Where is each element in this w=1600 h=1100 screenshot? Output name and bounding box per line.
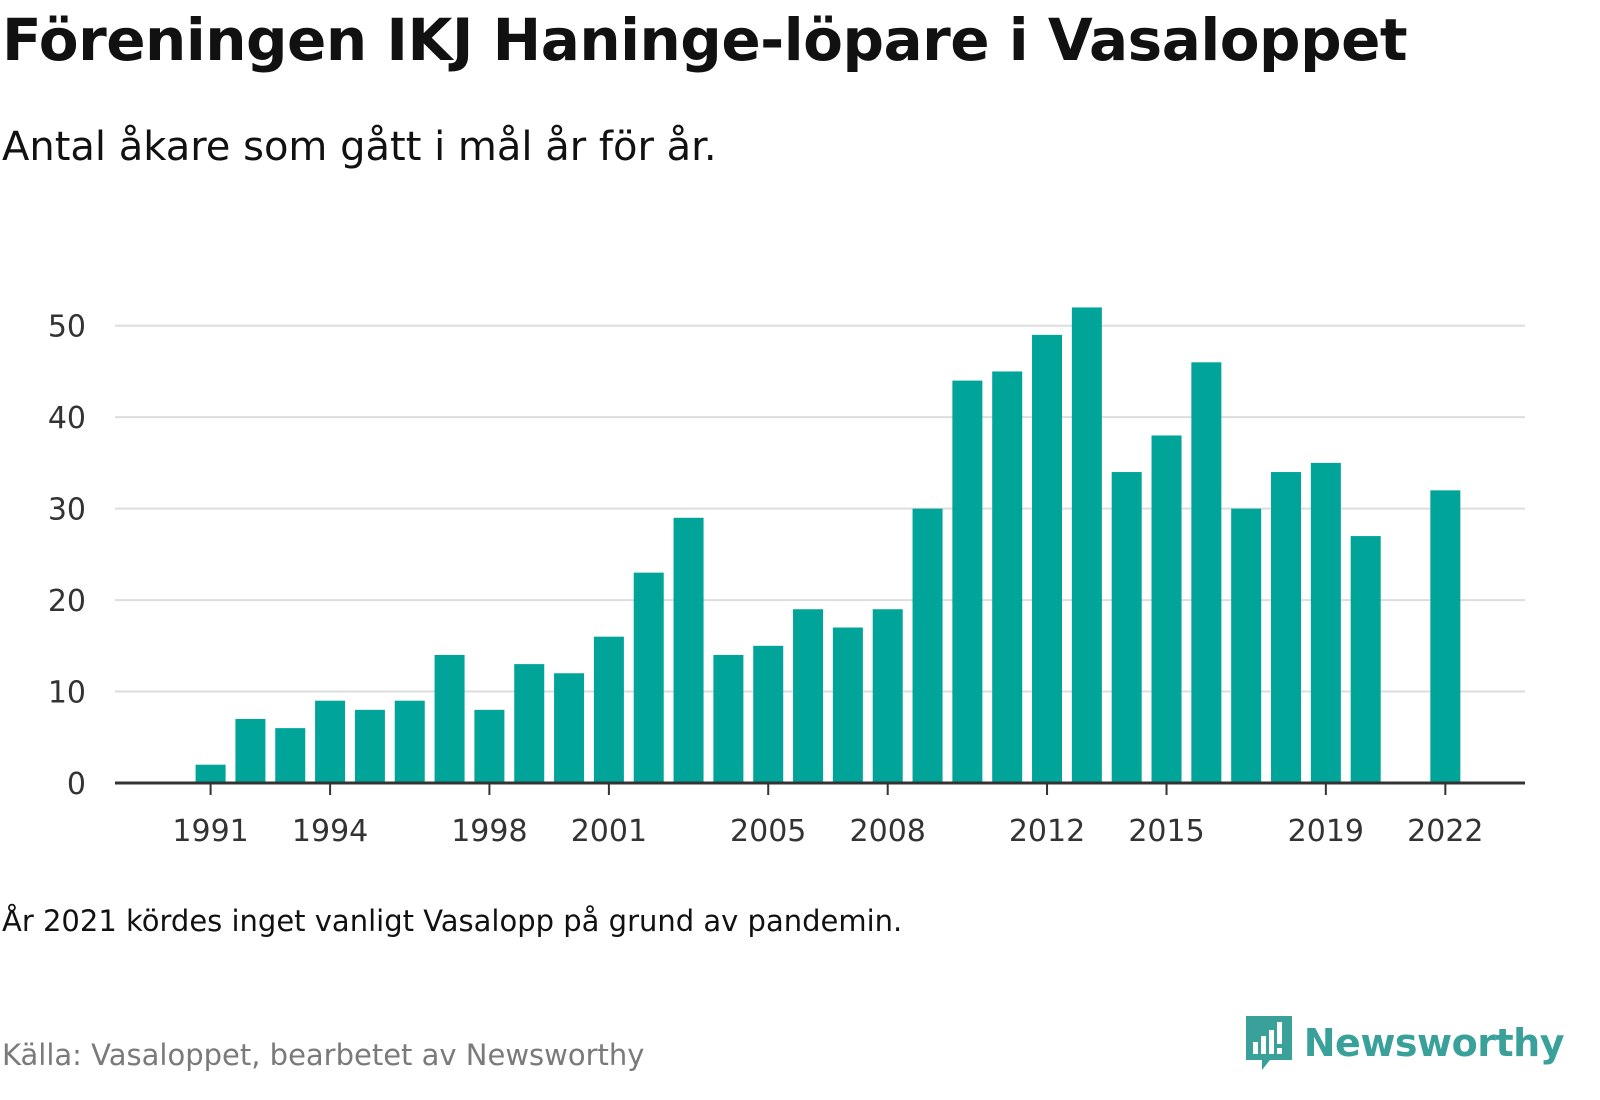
bar — [992, 371, 1023, 783]
bar — [633, 572, 664, 783]
bar — [952, 380, 983, 783]
bar — [673, 517, 704, 783]
bar — [315, 700, 346, 783]
x-axis-ticks: 1991 1994 1998 2001 2005 2008 2012 2015 2019 2022 — [172, 783, 1484, 849]
y-tick-label: 20 — [48, 584, 86, 619]
bar — [832, 627, 863, 783]
y-tick-label: 0 — [67, 767, 86, 802]
chart-note: År 2021 kördes inget vanligt Vasalopp på… — [2, 904, 903, 938]
bar — [753, 645, 784, 783]
bar — [1271, 472, 1302, 783]
bar — [1071, 307, 1102, 783]
bar — [514, 664, 545, 783]
x-tick-label: 1991 — [172, 814, 248, 849]
bar — [1111, 472, 1142, 783]
x-tick-label: 2022 — [1407, 814, 1483, 849]
y-tick-label: 30 — [48, 493, 86, 528]
bar — [1231, 508, 1262, 783]
bar — [872, 609, 903, 783]
x-tick-label: 1994 — [292, 814, 368, 849]
x-tick-label: 1998 — [451, 814, 527, 849]
x-tick-label: 2008 — [850, 814, 926, 849]
bar — [1151, 435, 1182, 783]
bar — [912, 508, 943, 783]
y-axis-ticks: 0 10 20 30 40 50 — [48, 310, 86, 802]
bar — [1430, 490, 1461, 783]
bar — [593, 636, 624, 783]
bar — [354, 709, 385, 783]
bar — [275, 728, 306, 783]
bar — [1191, 362, 1222, 783]
bar — [1032, 334, 1063, 783]
chart-title: Föreningen IKJ Haninge-löpare i Vasalopp… — [2, 6, 1408, 74]
bars — [195, 307, 1461, 783]
x-tick-label: 2015 — [1128, 814, 1204, 849]
bar — [713, 654, 744, 783]
bar-chart: 1991 1994 1998 2001 2005 2008 2012 2015 2019 2022… — [48, 307, 1525, 849]
bar — [1310, 462, 1341, 783]
bar — [793, 609, 824, 783]
bar — [434, 654, 465, 783]
y-tick-label: 50 — [48, 310, 86, 345]
bar — [195, 764, 226, 783]
bar — [235, 718, 266, 783]
y-tick-label: 10 — [48, 676, 86, 711]
chart-subtitle: Antal åkare som gått i mål år för år. — [2, 124, 717, 170]
brand-name: Newsworthy — [1303, 1021, 1565, 1065]
y-tick-label: 40 — [48, 401, 86, 436]
bar — [1350, 536, 1381, 783]
source-credit: Källa: Vasaloppet, bearbetet av Newswort… — [2, 1038, 645, 1072]
x-tick-label: 2001 — [571, 814, 647, 849]
bar — [394, 700, 425, 783]
bar — [474, 709, 505, 783]
x-tick-label: 2012 — [1009, 814, 1085, 849]
x-tick-label: 2019 — [1288, 814, 1364, 849]
newsworthy-bar-chart-logo-icon — [1245, 1016, 1292, 1070]
bar — [554, 673, 585, 783]
x-tick-label: 2005 — [730, 814, 806, 849]
brand-logo: Newsworthy — [1244, 1014, 1565, 1072]
